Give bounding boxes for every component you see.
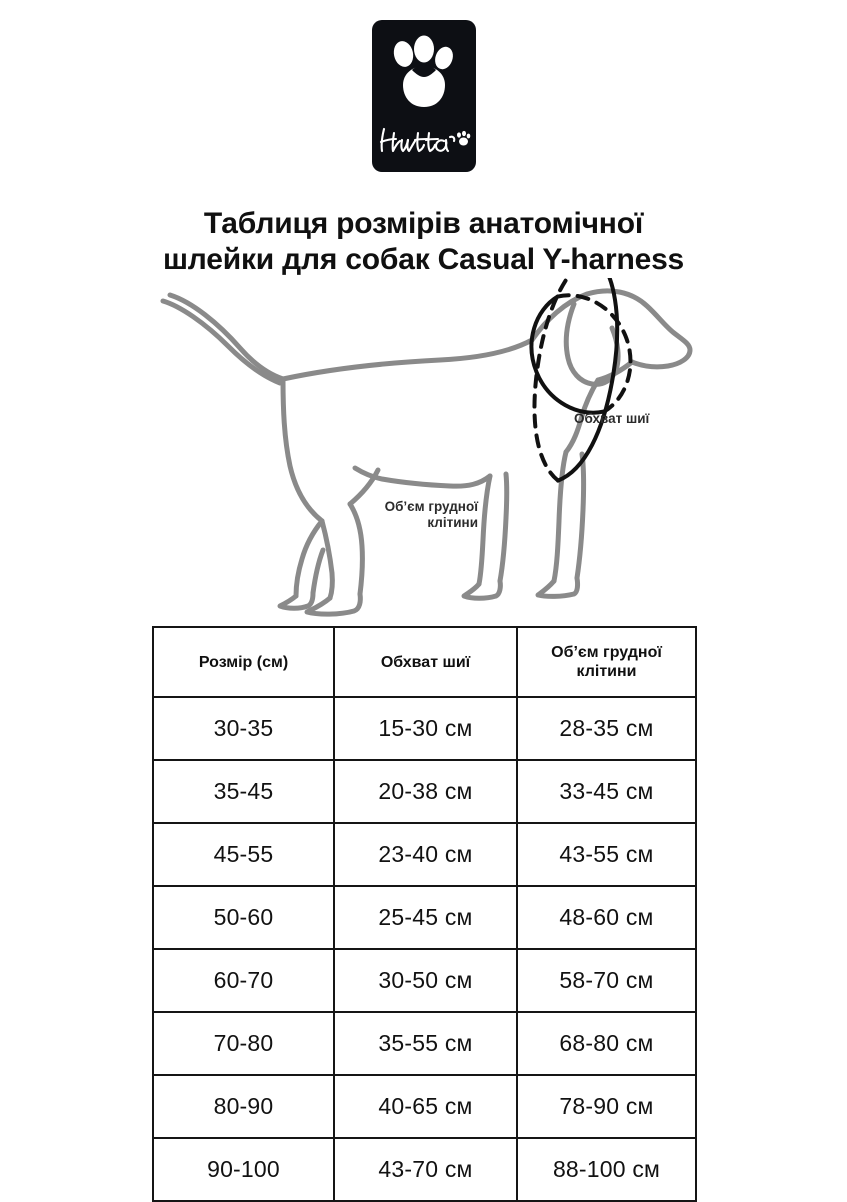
- column-header-size: Розмір (см): [152, 626, 335, 698]
- cell-neck: 25-45 см: [333, 885, 518, 950]
- cell-size: 60-70: [152, 948, 335, 1013]
- cell-size: 30-35: [152, 696, 335, 761]
- table-body: 30-35 15-30 см 28-35 см 35-45 20-38 см 3…: [152, 696, 697, 1202]
- paw-print-icon: [393, 35, 453, 107]
- table-row: 70-80 35-55 см 68-80 см: [152, 1011, 697, 1076]
- table-row: 50-60 25-45 см 48-60 см: [152, 885, 697, 950]
- table-row: 60-70 30-50 см 58-70 см: [152, 948, 697, 1013]
- cell-size: 50-60: [152, 885, 335, 950]
- cell-chest: 33-45 см: [516, 759, 697, 824]
- neck-measurement-label: Обхват шиї: [574, 411, 650, 426]
- table-header-row: Розмір (см) Обхват шиї Об’єм грудної клі…: [152, 626, 697, 698]
- chest-girth-hidden-arc: [532, 278, 596, 483]
- page-title-line-2: шлейки для собак Casual Y-harness: [162, 243, 685, 277]
- neck-girth-visible-arc: [529, 294, 607, 415]
- cell-neck: 23-40 см: [333, 822, 518, 887]
- cell-neck: 43-70 см: [333, 1137, 518, 1202]
- cell-chest: 68-80 см: [516, 1011, 697, 1076]
- table-row: 90-100 43-70 см 88-100 см: [152, 1137, 697, 1202]
- logo-wordmark: [379, 127, 471, 153]
- cell-size: 35-45: [152, 759, 335, 824]
- cell-chest: 78-90 см: [516, 1074, 697, 1139]
- cell-neck: 15-30 см: [333, 696, 518, 761]
- cell-chest: 58-70 см: [516, 948, 697, 1013]
- page-title: Таблиця розмірів анатомічної шлейки для …: [0, 206, 847, 278]
- table-row: 35-45 20-38 см 33-45 см: [152, 759, 697, 824]
- table-row: 30-35 15-30 см 28-35 см: [152, 696, 697, 761]
- cell-size: 70-80: [152, 1011, 335, 1076]
- page-title-line-1: Таблиця розмірів анатомічної: [203, 207, 644, 241]
- cell-neck: 40-65 см: [333, 1074, 518, 1139]
- brand-logo: [372, 20, 476, 172]
- dog-measurement-diagram: [150, 278, 710, 618]
- neck-girth-hidden-arc: [555, 293, 633, 414]
- chest-measurement-label: Об’єм грудної клітини: [384, 499, 478, 530]
- cell-neck: 20-38 см: [333, 759, 518, 824]
- cell-size: 90-100: [152, 1137, 335, 1202]
- column-header-chest: Об’єм грудної клітини: [516, 626, 697, 698]
- cell-neck: 30-50 см: [333, 948, 518, 1013]
- cell-size: 80-90: [152, 1074, 335, 1139]
- cell-size: 45-55: [152, 822, 335, 887]
- size-chart-table: Розмір (см) Обхват шиї Об’єм грудної клі…: [152, 626, 697, 1202]
- cell-chest: 28-35 см: [516, 696, 697, 761]
- cell-neck: 35-55 см: [333, 1011, 518, 1076]
- cell-chest: 43-55 см: [516, 822, 697, 887]
- cell-chest: 88-100 см: [516, 1137, 697, 1202]
- chest-girth-visible-arc: [556, 278, 620, 483]
- dog-outline-icon: [160, 278, 693, 617]
- column-header-neck: Обхват шиї: [333, 626, 518, 698]
- cell-chest: 48-60 см: [516, 885, 697, 950]
- table-row: 45-55 23-40 см 43-55 см: [152, 822, 697, 887]
- table-row: 80-90 40-65 см 78-90 см: [152, 1074, 697, 1139]
